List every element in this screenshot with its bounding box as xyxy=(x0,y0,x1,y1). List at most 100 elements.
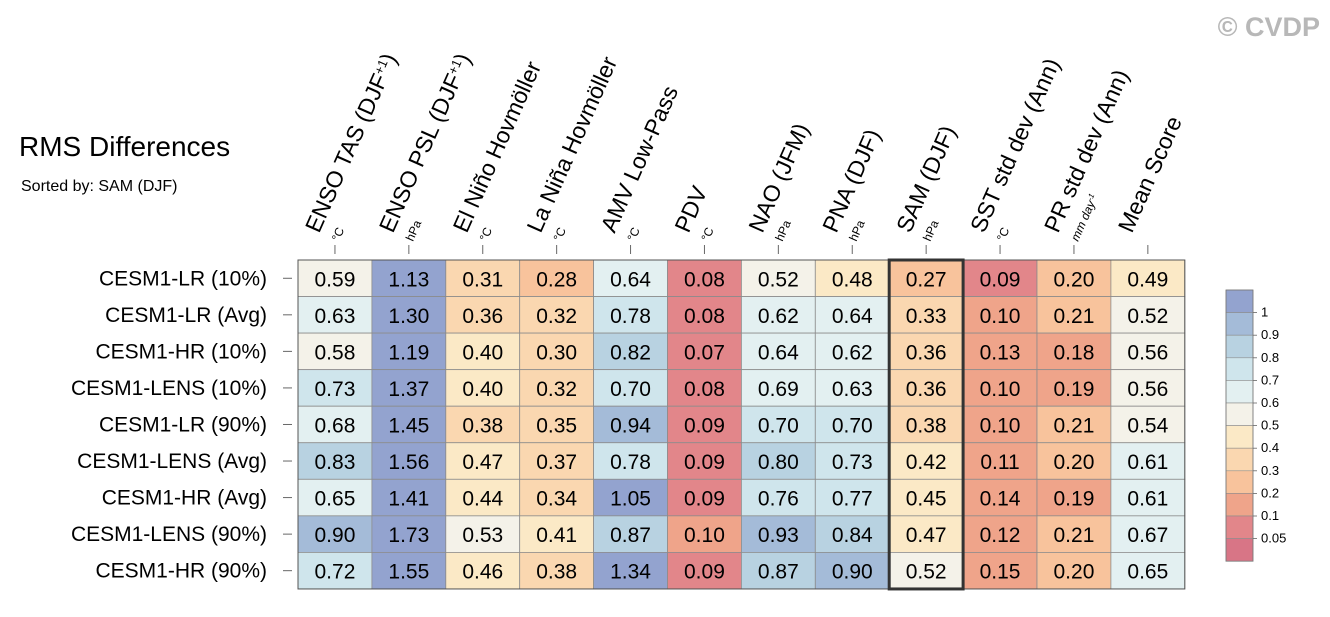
heatmap-cell xyxy=(1036,552,1112,590)
color-legend: 1 0.9 0.8 0.7 0.6 0.5 0.4 0.3 0.2 0.1 0.05 xyxy=(1225,289,1286,562)
heatmap-cell xyxy=(519,332,595,371)
cell-value: 0.56 xyxy=(1127,341,1168,364)
row-label: CESM1-LR (Avg) xyxy=(105,304,267,327)
cell-value: 0.73 xyxy=(315,378,356,401)
column-unit-main: hPa xyxy=(920,218,942,243)
cell-value: 0.10 xyxy=(980,414,1021,437)
cell-value: 0.30 xyxy=(536,341,577,364)
row-label: CESM1-HR (90%) xyxy=(95,560,267,583)
cell-value: 0.52 xyxy=(1127,305,1168,328)
heatmap-cell xyxy=(667,332,742,371)
column-unit-text: °C xyxy=(551,225,569,243)
column-unit-main: hPa xyxy=(772,218,794,243)
highlight-column-outline xyxy=(887,258,965,591)
heatmap-cell xyxy=(741,552,816,590)
heatmap-cell xyxy=(519,296,595,334)
column-label: NAO (JFM) xyxy=(743,119,814,236)
column-unit-main: °C xyxy=(698,225,716,243)
cell-value: 0.32 xyxy=(536,305,577,328)
cell-value: 0.08 xyxy=(684,305,725,328)
cell-value: 0.62 xyxy=(758,305,799,328)
heatmap-cell xyxy=(741,332,816,371)
heatmap-cell xyxy=(445,369,521,407)
cell-value: 0.37 xyxy=(536,451,577,474)
legend-swatch xyxy=(1225,470,1254,494)
cell-value: 0.08 xyxy=(684,378,725,401)
cell-value: 0.21 xyxy=(1054,414,1095,437)
cell-value: 0.20 xyxy=(1054,268,1095,291)
legend-swatch xyxy=(1225,447,1254,472)
legend-swatch xyxy=(1225,515,1254,539)
cell-value: 0.19 xyxy=(1054,488,1095,511)
heatmap-cell xyxy=(741,478,816,517)
heatmap-cell xyxy=(297,296,373,334)
legend-label: 0.1 xyxy=(1261,508,1279,523)
cell-value: 0.44 xyxy=(462,488,503,511)
heatmap-cell xyxy=(297,332,373,371)
heatmap-cell xyxy=(593,552,668,590)
heatmap-cell xyxy=(297,442,373,480)
column-label-main: NAO (JFM) xyxy=(743,119,814,236)
row-label: CESM1-LR (10%) xyxy=(99,267,267,290)
column-unit-sup: -1 xyxy=(1085,192,1096,202)
cell-value: 0.27 xyxy=(906,268,947,291)
cell-value: 0.90 xyxy=(315,524,356,547)
cell-value: 0.49 xyxy=(1127,268,1168,291)
column-label-text: Mean Score xyxy=(1113,112,1187,236)
column-label: SAM (DJF) xyxy=(891,122,961,236)
heatmap-cell xyxy=(519,478,595,517)
heatmap-cell xyxy=(888,259,964,297)
legend-label: 0.6 xyxy=(1261,395,1279,410)
cell-value: 0.64 xyxy=(832,305,873,328)
cell-value: 0.53 xyxy=(462,524,503,547)
cell-value: 0.08 xyxy=(684,268,725,291)
heatmap-cell xyxy=(445,515,521,553)
cell-value: 0.11 xyxy=(980,451,1019,474)
cell-value: 0.46 xyxy=(462,561,503,584)
heatmap-cell xyxy=(1036,259,1112,297)
column-label-text: SAM (DJF) xyxy=(891,122,961,236)
cell-value: 0.87 xyxy=(758,561,799,584)
column-unit-text: °C xyxy=(477,225,495,243)
column-unit: °C xyxy=(625,225,643,243)
row-label: CESM1-HR (10%) xyxy=(95,340,267,363)
cell-value: 0.78 xyxy=(610,305,651,328)
cell-value: 0.41 xyxy=(536,524,577,547)
legend-label: 0.05 xyxy=(1261,531,1286,546)
cell-value: 0.13 xyxy=(980,341,1021,364)
heatmap-cell xyxy=(814,515,890,553)
heatmap-cell xyxy=(519,515,595,553)
heatmap-cell xyxy=(667,405,742,444)
row-label: CESM1-LR (90%) xyxy=(99,413,267,436)
column-unit: °C xyxy=(477,225,495,243)
heatmap-cell xyxy=(1036,369,1112,407)
cell-value: 1.37 xyxy=(388,378,429,401)
cell-value: 0.07 xyxy=(684,341,725,364)
column-unit-text: °C xyxy=(994,225,1012,243)
cell-value: 0.83 xyxy=(315,451,356,474)
column-unit-main: °C xyxy=(477,225,495,243)
cell-value: 0.45 xyxy=(906,488,947,511)
watermark: © CVDP xyxy=(1218,12,1320,42)
cell-value: 0.62 xyxy=(832,341,873,364)
legend-swatch xyxy=(1225,289,1254,313)
column-unit-main: °C xyxy=(329,225,347,243)
cell-value: 0.63 xyxy=(832,378,873,401)
legend-label: 0.7 xyxy=(1261,372,1279,387)
column-unit: hPa xyxy=(920,218,942,243)
heatmap-cell xyxy=(519,405,595,444)
column-label-main: ENSO TAS (DJF xyxy=(300,70,393,236)
heatmap-cell xyxy=(519,552,595,590)
cell-value: 0.61 xyxy=(1127,488,1168,511)
column-unit-text: hPa xyxy=(920,218,942,243)
cell-value: 0.21 xyxy=(1054,524,1095,547)
heatmap-cell xyxy=(1110,442,1186,480)
cell-value: 1.05 xyxy=(610,488,651,511)
cell-value: 0.40 xyxy=(462,341,503,364)
column-label-main: Mean Score xyxy=(1113,112,1187,236)
legend-label: 1 xyxy=(1261,305,1268,320)
cell-value: 0.82 xyxy=(610,341,651,364)
heatmap-cell xyxy=(371,369,447,407)
cell-value: 0.14 xyxy=(980,488,1021,511)
heatmap-cell xyxy=(1110,332,1186,371)
